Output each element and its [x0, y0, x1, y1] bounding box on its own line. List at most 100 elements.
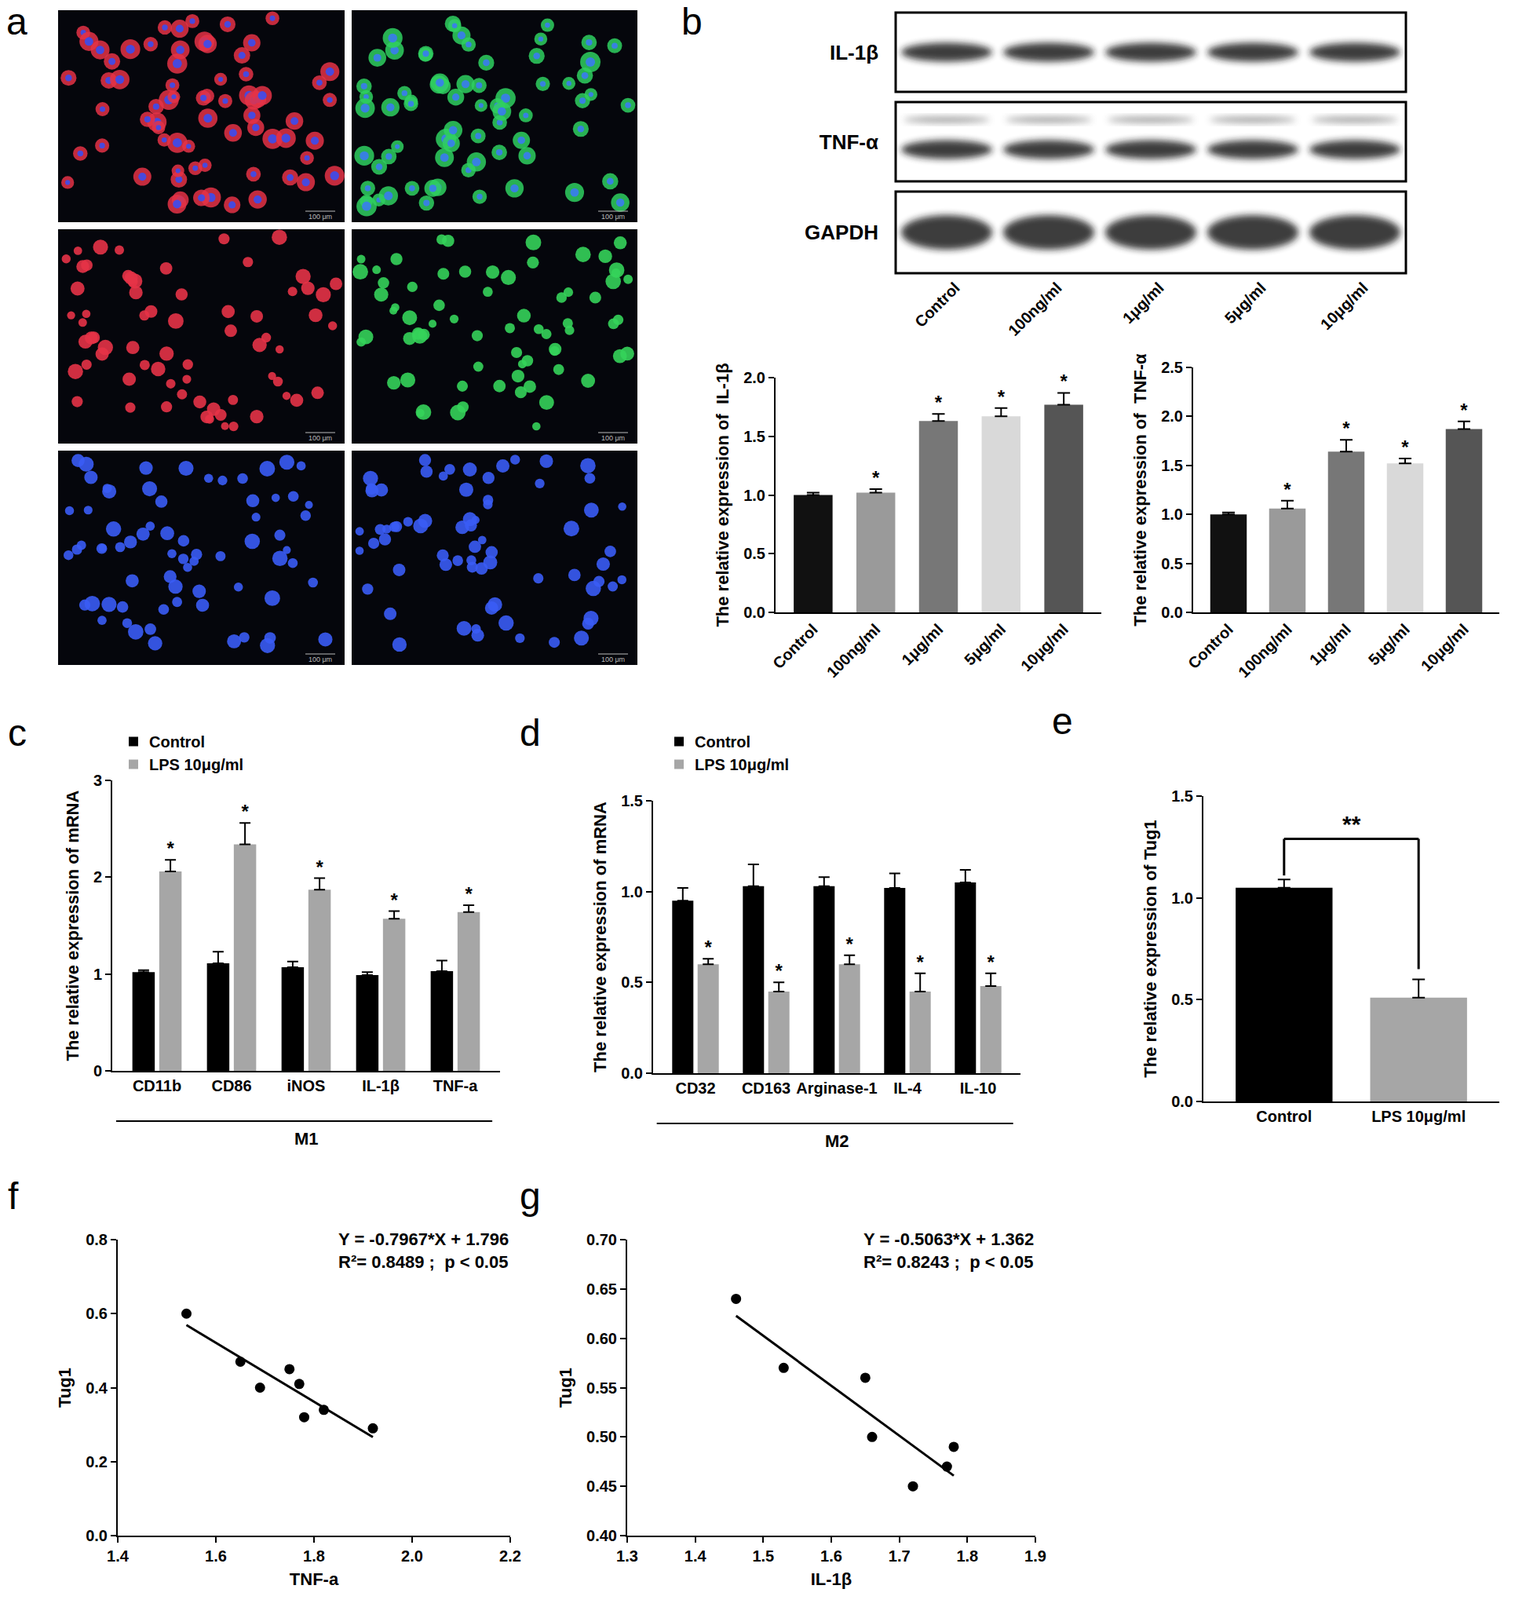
- svg-text:IL-1β: IL-1β: [829, 40, 879, 65]
- svg-text:Control: Control: [694, 733, 751, 751]
- svg-text:2.0: 2.0: [1160, 407, 1183, 425]
- svg-text:*: *: [1460, 399, 1468, 421]
- svg-text:0.45: 0.45: [586, 1477, 617, 1495]
- svg-text:2.0: 2.0: [401, 1547, 424, 1565]
- svg-text:The relative expression of Tug: The relative expression of Tug1: [1140, 819, 1161, 1077]
- svg-text:1μg/ml: 1μg/ml: [1119, 278, 1168, 327]
- svg-text:0.5: 0.5: [620, 973, 643, 991]
- svg-text:0.50: 0.50: [586, 1427, 617, 1446]
- svg-text:IL-4: IL-4: [893, 1079, 922, 1097]
- svg-text:*: *: [846, 933, 855, 955]
- svg-text:c: c: [7, 711, 27, 754]
- svg-text:GAPDH: GAPDH: [804, 220, 879, 245]
- svg-text:1.6: 1.6: [204, 1547, 227, 1565]
- svg-text:0.40: 0.40: [586, 1526, 617, 1545]
- svg-text:Y = -0.7967*X + 1.796R²= 0.848: Y = -0.7967*X + 1.796R²= 0.8489 ; p < 0.…: [338, 1229, 509, 1272]
- svg-text:0.5: 0.5: [743, 544, 766, 563]
- svg-text:0.0: 0.0: [85, 1526, 108, 1545]
- svg-text:LPS 10μg/ml: LPS 10μg/ml: [149, 755, 244, 774]
- svg-text:f: f: [7, 1175, 19, 1217]
- svg-text:100ng/ml: 100ng/ml: [1234, 620, 1296, 681]
- svg-text:The relative expression of mRN: The relative expression of mRNA: [62, 790, 83, 1062]
- svg-text:10μg/ml: 10μg/ml: [1317, 278, 1372, 333]
- svg-text:10μg/ml: 10μg/ml: [1017, 620, 1072, 675]
- svg-text:*: *: [872, 467, 880, 489]
- svg-text:0.4: 0.4: [85, 1379, 109, 1397]
- svg-text:iNOS: iNOS: [287, 1076, 326, 1095]
- svg-text:IL-1β: IL-1β: [361, 1076, 400, 1095]
- svg-text:Tug1: Tug1: [555, 1367, 576, 1408]
- svg-text:CD11b: CD11b: [132, 1076, 182, 1095]
- svg-text:0.0: 0.0: [620, 1064, 643, 1082]
- svg-text:3: 3: [93, 771, 103, 789]
- svg-text:M1: M1: [294, 1128, 319, 1149]
- svg-text:*: *: [1342, 417, 1351, 439]
- svg-text:5μg/ml: 5μg/ml: [1221, 278, 1270, 327]
- svg-text:1.7: 1.7: [888, 1547, 911, 1565]
- svg-text:1.5: 1.5: [620, 792, 643, 810]
- svg-text:0.60: 0.60: [586, 1329, 617, 1348]
- svg-text:100ng/ml: 100ng/ml: [1004, 278, 1066, 340]
- svg-text:The relative expression of TN: The relative expression of TNF-α: [1130, 353, 1150, 627]
- svg-text:100ng/ml: 100ng/ml: [823, 620, 884, 681]
- svg-text:0.5: 0.5: [1171, 990, 1194, 1008]
- svg-text:CD86: CD86: [211, 1076, 252, 1095]
- svg-text:*: *: [1283, 478, 1292, 501]
- svg-text:100 μm: 100 μm: [601, 434, 625, 442]
- svg-text:1.8: 1.8: [956, 1547, 979, 1565]
- svg-text:Control: Control: [149, 733, 205, 751]
- svg-text:*: *: [166, 837, 175, 859]
- svg-text:CD163: CD163: [741, 1079, 791, 1097]
- svg-text:0.2: 0.2: [85, 1452, 108, 1471]
- svg-text:The relative expression of IL: The relative expression of IL-1β: [712, 362, 733, 627]
- svg-text:1.0: 1.0: [1160, 505, 1183, 523]
- svg-text:*: *: [775, 960, 784, 982]
- svg-text:0: 0: [93, 1062, 103, 1080]
- svg-text:g: g: [519, 1175, 541, 1217]
- svg-text:1μg/ml: 1μg/ml: [898, 620, 946, 669]
- svg-text:1.0: 1.0: [620, 883, 643, 901]
- svg-text:1.4: 1.4: [106, 1547, 130, 1565]
- svg-text:The relative expression of mRN: The relative expression of mRNA: [590, 801, 610, 1073]
- svg-text:*: *: [916, 951, 925, 973]
- svg-text:*: *: [1401, 436, 1410, 458]
- svg-text:Arginase-1: Arginase-1: [795, 1079, 877, 1097]
- svg-text:5μg/ml: 5μg/ml: [960, 620, 1009, 669]
- svg-text:5μg/ml: 5μg/ml: [1365, 620, 1413, 669]
- svg-text:100 μm: 100 μm: [308, 212, 333, 221]
- svg-text:0.65: 0.65: [586, 1280, 617, 1298]
- svg-text:1.0: 1.0: [1171, 889, 1194, 907]
- svg-text:TNF-a: TNF-a: [433, 1076, 479, 1095]
- svg-text:1μg/ml: 1μg/ml: [1306, 620, 1355, 669]
- svg-text:LPS 10μg/ml: LPS 10μg/ml: [694, 755, 789, 774]
- svg-text:TNF-a: TNF-a: [289, 1569, 340, 1589]
- svg-text:2.0: 2.0: [743, 368, 766, 387]
- svg-text:0.5: 0.5: [1160, 554, 1183, 573]
- svg-text:0.55: 0.55: [586, 1379, 617, 1397]
- svg-text:2.2: 2.2: [499, 1547, 522, 1565]
- svg-text:*: *: [704, 936, 713, 958]
- svg-text:1.8: 1.8: [303, 1547, 325, 1565]
- svg-text:1.6: 1.6: [820, 1547, 843, 1565]
- svg-text:1.4: 1.4: [684, 1547, 708, 1565]
- svg-text:0.0: 0.0: [743, 603, 766, 621]
- svg-text:1.5: 1.5: [1171, 787, 1194, 805]
- svg-text:Tug1: Tug1: [54, 1367, 75, 1408]
- svg-text:1: 1: [93, 965, 103, 983]
- svg-text:IL-1β: IL-1β: [810, 1569, 853, 1589]
- svg-text:Control: Control: [911, 278, 964, 331]
- svg-text:Y = -0.5063*X + 1.362R²= 0.824: Y = -0.5063*X + 1.362R²= 0.8243 ; p < 0.…: [863, 1229, 1034, 1272]
- svg-text:0.8: 0.8: [85, 1230, 108, 1249]
- svg-text:1.5: 1.5: [1160, 456, 1183, 475]
- svg-text:*: *: [934, 391, 943, 413]
- svg-text:TNF-α: TNF-α: [819, 130, 879, 154]
- svg-text:100 μm: 100 μm: [601, 212, 625, 221]
- svg-text:Control: Control: [1255, 1107, 1312, 1125]
- svg-text:2: 2: [93, 868, 103, 886]
- svg-text:10μg/ml: 10μg/ml: [1417, 620, 1472, 675]
- svg-text:0.70: 0.70: [586, 1230, 617, 1249]
- svg-text:*: *: [997, 386, 1006, 408]
- svg-text:CD32: CD32: [675, 1079, 716, 1097]
- svg-text:Control: Control: [769, 620, 822, 672]
- svg-text:LPS 10μg/ml: LPS 10μg/ml: [1371, 1107, 1466, 1125]
